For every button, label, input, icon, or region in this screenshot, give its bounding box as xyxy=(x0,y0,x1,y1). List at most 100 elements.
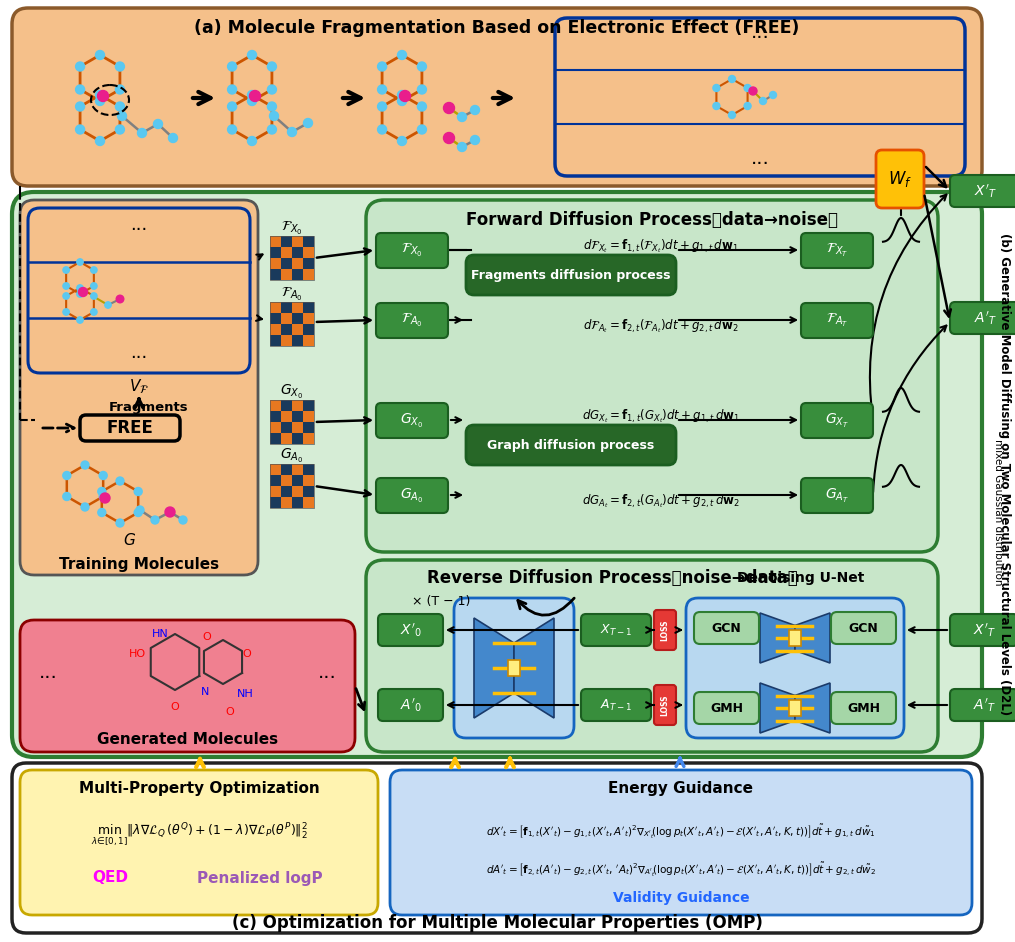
Text: $\min_{\lambda \in [0,1]} \|\lambda \nabla \mathcal{L}_Q(\theta^Q) + (1-\lambda): $\min_{\lambda \in [0,1]} \|\lambda \nab… xyxy=(90,821,308,849)
Bar xyxy=(303,236,314,247)
Polygon shape xyxy=(795,613,830,663)
Bar xyxy=(281,247,292,258)
Bar xyxy=(292,464,303,475)
Text: Energy Guidance: Energy Guidance xyxy=(609,781,753,795)
Bar xyxy=(303,433,314,444)
Circle shape xyxy=(116,477,124,485)
Bar xyxy=(281,258,292,269)
FancyBboxPatch shape xyxy=(376,403,448,438)
Bar xyxy=(292,247,303,258)
FancyBboxPatch shape xyxy=(80,415,180,441)
Circle shape xyxy=(95,96,105,106)
Text: × (T − 1): × (T − 1) xyxy=(412,595,470,609)
Text: GMH: GMH xyxy=(710,702,743,714)
Text: $G_{A_0}$: $G_{A_0}$ xyxy=(280,447,303,465)
FancyBboxPatch shape xyxy=(12,192,982,757)
FancyBboxPatch shape xyxy=(831,692,896,724)
FancyBboxPatch shape xyxy=(20,770,378,915)
FancyBboxPatch shape xyxy=(376,478,448,513)
Circle shape xyxy=(729,111,736,119)
Text: $dG_{A_t} = \mathbf{f}_{2,t}(G_{A_t})dt + g_{2,t}\,d\mathbf{w}_2$: $dG_{A_t} = \mathbf{f}_{2,t}(G_{A_t})dt … xyxy=(582,493,740,510)
Text: FREE: FREE xyxy=(107,419,153,437)
Text: $G$: $G$ xyxy=(124,532,137,548)
Circle shape xyxy=(417,102,426,111)
Circle shape xyxy=(267,85,276,94)
FancyBboxPatch shape xyxy=(28,208,250,373)
Text: $A'_0$: $A'_0$ xyxy=(400,696,421,714)
Text: $X'_T$: $X'_T$ xyxy=(973,182,997,200)
Text: Fragments diffusion process: Fragments diffusion process xyxy=(471,268,671,282)
Circle shape xyxy=(248,137,257,145)
Text: O: O xyxy=(243,649,252,659)
Bar xyxy=(270,236,281,247)
Circle shape xyxy=(248,96,257,106)
FancyBboxPatch shape xyxy=(376,303,448,338)
Circle shape xyxy=(100,493,110,503)
Circle shape xyxy=(458,112,467,122)
Bar xyxy=(270,464,314,508)
FancyBboxPatch shape xyxy=(466,425,676,465)
Circle shape xyxy=(165,507,175,517)
Text: LOSS: LOSS xyxy=(661,619,670,641)
Circle shape xyxy=(471,106,479,115)
Text: GCN: GCN xyxy=(849,622,878,635)
Text: ...: ... xyxy=(130,344,147,362)
Circle shape xyxy=(90,309,97,316)
FancyBboxPatch shape xyxy=(876,150,924,208)
Bar xyxy=(270,400,314,444)
FancyBboxPatch shape xyxy=(694,612,759,644)
FancyBboxPatch shape xyxy=(20,620,355,752)
Circle shape xyxy=(248,51,257,59)
Text: O: O xyxy=(171,702,180,712)
Circle shape xyxy=(287,127,296,137)
Text: $\mathcal{F}_{A_0}$: $\mathcal{F}_{A_0}$ xyxy=(281,285,302,302)
Circle shape xyxy=(713,85,720,91)
Circle shape xyxy=(105,301,112,308)
Text: $dG_{X_t} = \mathbf{f}_{1,t}(G_{X_t})dt + g_{1,t}\,d\mathbf{w}_1$: $dG_{X_t} = \mathbf{f}_{1,t}(G_{X_t})dt … xyxy=(582,407,740,425)
Circle shape xyxy=(227,125,236,134)
Text: HN: HN xyxy=(151,629,168,639)
Text: Graph diffusion process: Graph diffusion process xyxy=(487,438,655,451)
Bar xyxy=(292,258,303,269)
FancyBboxPatch shape xyxy=(366,560,938,752)
Text: ...: ... xyxy=(751,24,769,42)
Bar xyxy=(292,236,303,247)
Text: ...: ... xyxy=(318,662,336,681)
Circle shape xyxy=(118,111,127,121)
Circle shape xyxy=(77,259,83,266)
Text: NH: NH xyxy=(236,689,254,699)
Bar xyxy=(281,335,292,346)
Circle shape xyxy=(458,142,467,152)
Text: $X'_0$: $X'_0$ xyxy=(400,621,421,639)
Bar xyxy=(292,486,303,497)
Text: $V_{\mathcal{F}}$: $V_{\mathcal{F}}$ xyxy=(129,378,149,397)
Bar xyxy=(292,302,303,313)
Bar xyxy=(270,400,281,411)
Circle shape xyxy=(63,267,69,273)
Polygon shape xyxy=(760,613,795,663)
Circle shape xyxy=(398,51,406,59)
Text: $d\mathcal{F}_{A_t} = \mathbf{f}_{2,t}(\mathcal{F}_{A_t})dt + g_{2,t}\,d\mathbf{: $d\mathcal{F}_{A_t} = \mathbf{f}_{2,t}(\… xyxy=(584,317,739,334)
Circle shape xyxy=(63,493,71,500)
FancyBboxPatch shape xyxy=(801,233,873,268)
Circle shape xyxy=(153,120,162,128)
Text: $\mathcal{F}_{A_T}$: $\mathcal{F}_{A_T}$ xyxy=(826,312,849,329)
Bar xyxy=(303,422,314,433)
Circle shape xyxy=(77,284,83,291)
Text: GCN: GCN xyxy=(712,622,741,635)
Bar xyxy=(303,335,314,346)
FancyBboxPatch shape xyxy=(12,763,982,933)
Text: HO: HO xyxy=(129,649,145,659)
Circle shape xyxy=(303,119,313,127)
Text: (c) Optimization for Multiple Molecular Properties (OMP): (c) Optimization for Multiple Molecular … xyxy=(231,914,762,932)
Bar xyxy=(292,411,303,422)
Circle shape xyxy=(90,283,97,289)
Circle shape xyxy=(63,472,71,479)
Bar xyxy=(270,433,281,444)
Circle shape xyxy=(116,295,124,302)
Bar xyxy=(303,411,314,422)
Circle shape xyxy=(136,506,144,514)
Bar xyxy=(270,335,281,346)
Circle shape xyxy=(95,51,105,59)
Circle shape xyxy=(95,137,105,145)
